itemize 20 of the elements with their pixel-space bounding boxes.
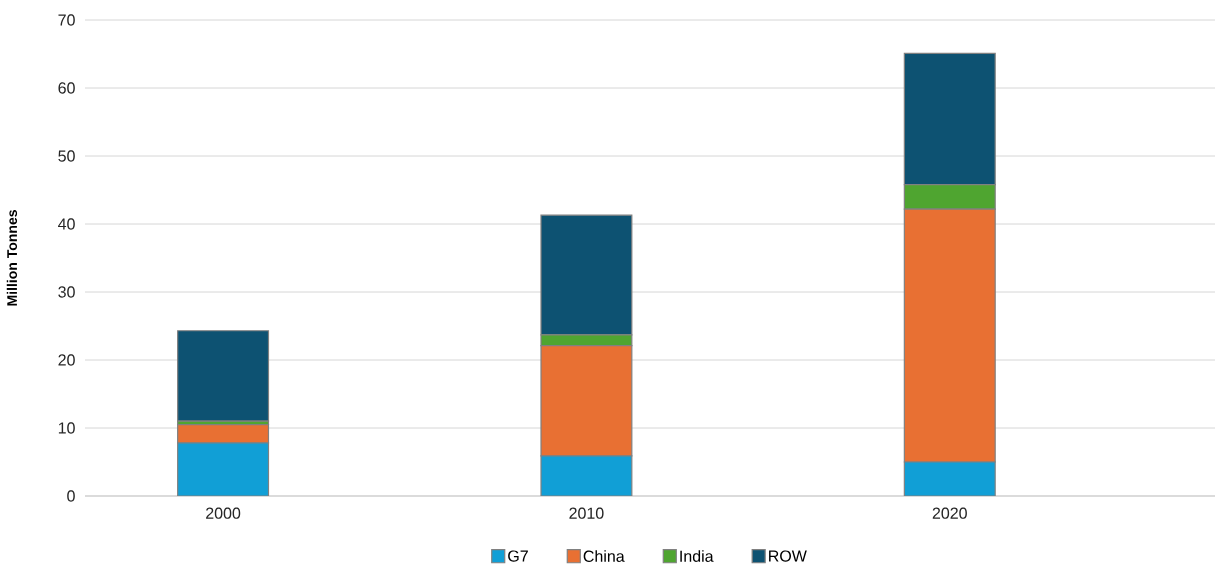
y-tick-label: 0 <box>67 490 75 502</box>
y-tick-label: 60 <box>58 82 75 94</box>
bar <box>903 461 996 496</box>
legend-label: ROW <box>769 550 807 562</box>
bar <box>177 330 270 422</box>
legend-label: China <box>583 550 625 562</box>
x-tick-label: 2010 <box>569 507 604 519</box>
y-tick-label: 10 <box>58 422 75 434</box>
x-tick-label: 2000 <box>206 507 241 519</box>
y-tick-label: 50 <box>58 150 75 162</box>
x-tick-label: 2020 <box>932 507 967 519</box>
y-tick-label: 30 <box>58 286 75 298</box>
y-tick-label: 20 <box>58 354 75 366</box>
y-axis-title: Million Tonnes <box>6 210 18 306</box>
legend-label: India <box>680 550 714 562</box>
y-tick-label: 70 <box>58 14 75 26</box>
bar <box>177 442 270 496</box>
legend-label: G7 <box>508 550 528 562</box>
y-tick-label: 40 <box>58 218 75 230</box>
bar <box>540 455 633 496</box>
